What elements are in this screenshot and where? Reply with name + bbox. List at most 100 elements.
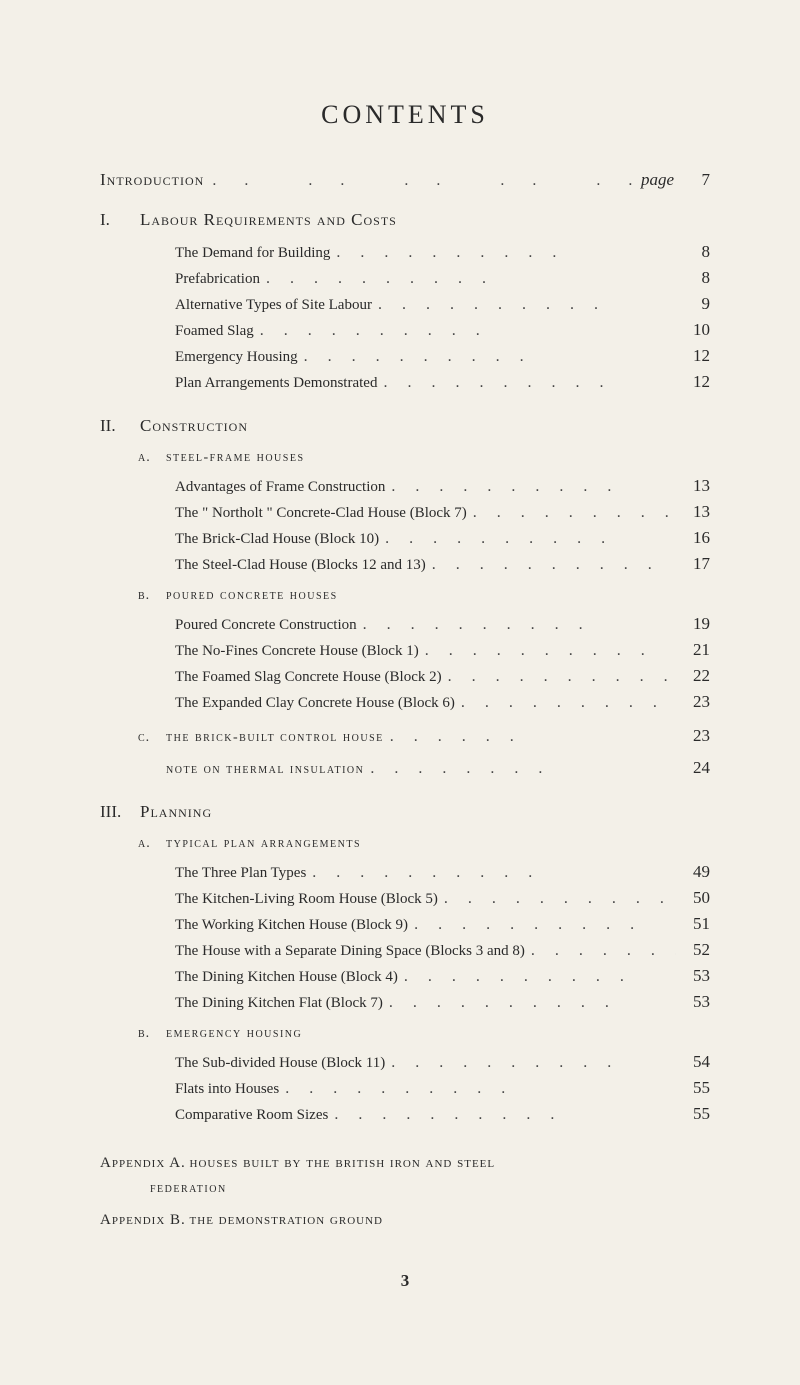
section-title: Planning [140,802,212,822]
subsection-head: b.poured concrete houses [100,588,710,604]
section-head: II. Construction [100,416,710,436]
entry-page: 12 [682,372,710,392]
toc-entry: Advantages of Frame Construction . . . .… [100,476,710,496]
toc-entry: The " Northolt " Concrete-Clad House (Bl… [100,502,710,522]
appendix-title: houses built by the british iron and ste… [190,1155,496,1171]
entry-page: 9 [682,294,710,314]
entry-label: The Foamed Slag Concrete House (Block 2) [175,669,442,686]
leader-dots: . . . . . . . . . . [334,1106,676,1124]
toc-entry: The House with a Separate Dining Space (… [100,940,710,960]
entry-label: The Dining Kitchen Flat (Block 7) [175,995,383,1012]
entry-page: 8 [682,268,710,288]
entry-label: Foamed Slag [175,323,254,340]
subsection-head: b.emergency housing [100,1026,710,1042]
appendix-title: the demonstration ground [190,1212,383,1228]
entry-label: The Demand for Building [175,245,330,262]
sub-letter: b. [138,588,166,604]
leader-dots: . . . . . . . . . . [378,296,676,314]
leader-dots: . . . . . . . . . . [391,478,676,496]
leader-dots: . . . . . . . . . . [312,864,676,882]
entry-label: The " Northolt " Concrete-Clad House (Bl… [175,505,467,522]
entry-label: Flats into Houses [175,1081,279,1098]
intro-row: Introduction . . . . . . . . . . . . pag… [100,170,710,190]
toc-entry: The Steel-Clad House (Blocks 12 and 13) … [100,554,710,574]
toc-entry: Poured Concrete Construction . . . . . .… [100,614,710,634]
entry-page: 13 [682,476,710,496]
section-2: II. Construction a.steel-frame housesAdv… [100,416,710,778]
toc-entry: The Sub-divided House (Block 11) . . . .… [100,1052,710,1072]
sub-title: typical plan arrangements [166,836,361,852]
leader-dots: . . . . . . . . . . [461,694,676,712]
leader-dots: . . . . . . . . . . [404,968,676,986]
entry-label: The Dining Kitchen House (Block 4) [175,969,398,986]
entry-page: 8 [682,242,710,262]
toc-entry: Alternative Types of Site Labour . . . .… [100,294,710,314]
sub-title: the brick-built control house [166,730,384,746]
leader-dots: . . . . . . . . . . [389,994,676,1012]
section-1: I. Labour Requirements and Costs The Dem… [100,210,710,392]
appendix-block: Appendix A. houses built by the british … [100,1152,710,1231]
toc-entry: Plan Arrangements Demonstrated . . . . .… [100,372,710,392]
contents-title: CONTENTS [100,100,710,130]
leader-dots: . . . . . . . . . . [391,1054,676,1072]
section-3: III. Planning a.typical plan arrangement… [100,802,710,1124]
entry-label: Advantages of Frame Construction [175,479,385,496]
section-head: III. Planning [100,802,710,822]
entry-label: The Sub-divided House (Block 11) [175,1055,385,1072]
section-title: Construction [140,416,248,436]
entry-label: The No-Fines Concrete House (Block 1) [175,643,419,660]
entry-page: 10 [682,320,710,340]
leader-dots: . . . . . . . . . . [363,616,676,634]
leader-dots: . . . . . . . . . . [266,270,676,288]
toc-entry: The Brick-Clad House (Block 10) . . . . … [100,528,710,548]
subsection-head: a.typical plan arrangements [100,836,710,852]
leader-dots: . . . . . . . . . . [385,530,676,548]
entry-label: Plan Arrangements Demonstrated [175,375,377,392]
entry-page: 16 [682,528,710,548]
leader-dots: . . . . . . . . . . . . [212,172,633,190]
entry-page: 54 [682,1052,710,1072]
sub-title: emergency housing [166,1026,302,1042]
entry-page: 17 [682,554,710,574]
entry-label: The Brick-Clad House (Block 10) [175,531,379,548]
intro-page: 7 [682,170,710,190]
note-label: note on thermal insulation [166,762,364,778]
entry-page: 12 [682,346,710,366]
toc-entry: Foamed Slag . . . . . . . . . .10 [100,320,710,340]
entry-page: 55 [682,1104,710,1124]
entry-page: 23 [682,692,710,712]
roman-numeral: II. [100,416,140,436]
toc-entry: The Foamed Slag Concrete House (Block 2)… [100,666,710,686]
roman-numeral: I. [100,210,140,230]
sub-page: 23 [682,726,710,746]
leader-dots: . . . . . . . . . . [444,890,676,908]
leader-dots: . . . . . . . . . . [414,916,676,934]
leader-dots: . . . . . . . . . . [304,348,676,366]
entry-label: The Kitchen-Living Room House (Block 5) [175,891,438,908]
leader-dots: . . . . . . . . . . [336,244,676,262]
section-head: I. Labour Requirements and Costs [100,210,710,230]
toc-entry: Comparative Room Sizes . . . . . . . . .… [100,1104,710,1124]
roman-numeral: III. [100,802,140,822]
toc-entry: The Dining Kitchen Flat (Block 7) . . . … [100,992,710,1012]
entry-page: 53 [682,966,710,986]
leader-dots: . . . . . . . . . . [448,668,676,686]
leader-dots: . . . . . . . . . . [531,942,676,960]
page-word: page [641,170,674,190]
sub-letter: a. [138,450,166,466]
toc-entry: Prefabrication . . . . . . . . . .8 [100,268,710,288]
toc-entry: Flats into Houses . . . . . . . . . .55 [100,1078,710,1098]
entry-label: The Three Plan Types [175,865,306,882]
entry-page: 19 [682,614,710,634]
entry-label: Emergency Housing [175,349,298,366]
subsection-head: c.the brick-built control house . . . . … [100,726,710,746]
toc-entry: Emergency Housing . . . . . . . . . . 12 [100,346,710,366]
entry-page: 53 [682,992,710,1012]
appendix-a: Appendix A. houses built by the british … [100,1152,710,1175]
entry-page: 55 [682,1078,710,1098]
appendix-b: Appendix B. the demonstration ground [100,1209,710,1232]
intro-label: Introduction [100,170,204,190]
toc-entry: The Dining Kitchen House (Block 4) . . .… [100,966,710,986]
entry-page: 52 [682,940,710,960]
sub-title: poured concrete houses [166,588,338,604]
